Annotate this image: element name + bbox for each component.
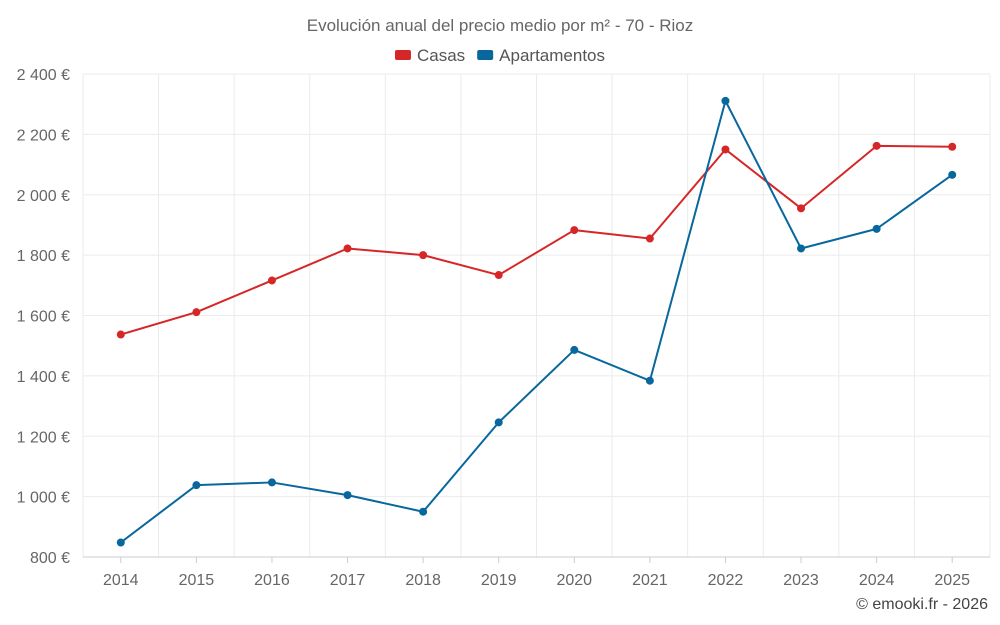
data-point[interactable] — [267, 276, 276, 285]
x-tick-label: 2024 — [859, 572, 895, 589]
credit-text: © emooki.fr - 2026 — [856, 596, 988, 613]
data-point[interactable] — [721, 145, 730, 154]
x-tick-label: 2019 — [481, 572, 517, 589]
x-tick-label: 2025 — [934, 572, 970, 589]
y-tick-label: 1 400 € — [17, 369, 70, 386]
y-tick-label: 800 € — [30, 550, 70, 567]
data-point[interactable] — [645, 376, 654, 385]
legend-label[interactable]: Casas — [417, 46, 465, 65]
series-line — [120, 99, 953, 544]
x-tick-label: 2015 — [179, 572, 215, 589]
chart-title: Evolución anual del precio medio por m² … — [307, 16, 693, 35]
series-lines — [116, 96, 957, 547]
data-point[interactable] — [192, 308, 201, 317]
data-point[interactable] — [570, 226, 579, 235]
grid-lines — [82, 73, 991, 558]
series-casas — [116, 141, 957, 339]
y-tick-label: 1 200 € — [17, 429, 70, 446]
data-point[interactable] — [343, 491, 352, 500]
data-point[interactable] — [948, 170, 957, 179]
x-tick-label: 2018 — [405, 572, 441, 589]
legend: Casas Apartamentos — [394, 46, 605, 65]
x-tick-label: 2021 — [632, 572, 668, 589]
data-point[interactable] — [116, 538, 125, 547]
data-point[interactable] — [570, 345, 579, 354]
legend-swatch — [477, 50, 494, 60]
y-tick-label: 2 200 € — [17, 127, 70, 144]
data-point[interactable] — [872, 224, 881, 233]
y-tick-label: 2 000 € — [17, 188, 70, 205]
data-point[interactable] — [797, 244, 806, 253]
data-point[interactable] — [192, 481, 201, 490]
x-tick-label: 2014 — [103, 572, 139, 589]
x-tick-label: 2016 — [254, 572, 290, 589]
y-tick-label: 1 600 € — [17, 309, 70, 326]
data-point[interactable] — [267, 478, 276, 487]
x-tick-label: 2017 — [330, 572, 366, 589]
legend-label[interactable]: Apartamentos — [499, 46, 605, 65]
y-tick-label: 1 000 € — [17, 490, 70, 507]
series-line — [120, 144, 953, 336]
y-tick-label: 2 400 € — [17, 67, 70, 84]
data-point[interactable] — [419, 251, 428, 260]
data-point[interactable] — [494, 271, 503, 280]
x-tick-label: 2023 — [783, 572, 819, 589]
data-point[interactable] — [721, 96, 730, 105]
data-point[interactable] — [948, 142, 957, 151]
data-point[interactable] — [419, 507, 428, 516]
legend-swatch — [394, 50, 411, 60]
data-point[interactable] — [494, 418, 503, 427]
data-point[interactable] — [343, 244, 352, 253]
data-point[interactable] — [116, 330, 125, 339]
data-point[interactable] — [645, 234, 654, 243]
axes: 800 € 1 000 € 1 200 € 1 400 € 1 600 € 1 800 €… — [17, 67, 990, 589]
x-tick-label: 2022 — [708, 572, 744, 589]
y-tick-label: 1 800 € — [17, 248, 70, 265]
data-point[interactable] — [797, 204, 806, 213]
series-apartamentos — [116, 96, 957, 547]
data-point[interactable] — [872, 141, 881, 150]
x-tick-label: 2020 — [556, 572, 592, 589]
